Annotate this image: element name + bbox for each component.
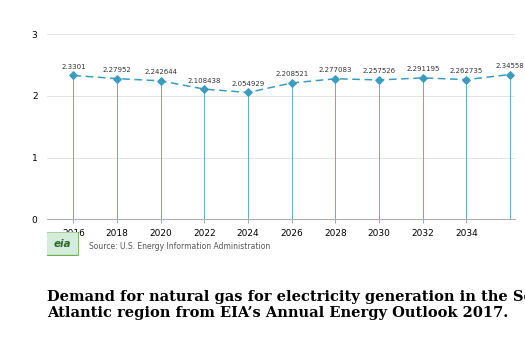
Point bbox=[156, 78, 165, 84]
Text: 2.242644: 2.242644 bbox=[144, 69, 177, 75]
Text: 2.27952: 2.27952 bbox=[103, 67, 131, 73]
Text: 2.277083: 2.277083 bbox=[319, 67, 352, 73]
Text: 2.3301: 2.3301 bbox=[61, 64, 86, 70]
Point bbox=[375, 77, 383, 83]
Point bbox=[506, 72, 514, 77]
Text: 2.108438: 2.108438 bbox=[188, 78, 221, 84]
Point bbox=[69, 73, 78, 78]
Text: eia: eia bbox=[54, 239, 71, 249]
Point bbox=[200, 86, 208, 92]
Text: 2.257526: 2.257526 bbox=[363, 68, 396, 74]
Point bbox=[288, 80, 296, 86]
Text: Demand for natural gas for electricity generation in the South
Atlantic region f: Demand for natural gas for electricity g… bbox=[47, 290, 525, 320]
Point bbox=[418, 75, 427, 81]
Text: 2.208521: 2.208521 bbox=[275, 72, 308, 78]
Text: 2.262735: 2.262735 bbox=[450, 68, 483, 74]
Point bbox=[331, 76, 340, 81]
Point bbox=[463, 77, 471, 82]
Text: Source: U.S. Energy Information Administration: Source: U.S. Energy Information Administ… bbox=[89, 242, 270, 251]
Point bbox=[244, 90, 253, 95]
Point bbox=[113, 76, 121, 81]
Text: 2.054929: 2.054929 bbox=[232, 81, 265, 87]
FancyBboxPatch shape bbox=[46, 232, 79, 256]
Text: 2.291195: 2.291195 bbox=[406, 66, 439, 72]
Text: 2.34558: 2.34558 bbox=[496, 63, 524, 69]
